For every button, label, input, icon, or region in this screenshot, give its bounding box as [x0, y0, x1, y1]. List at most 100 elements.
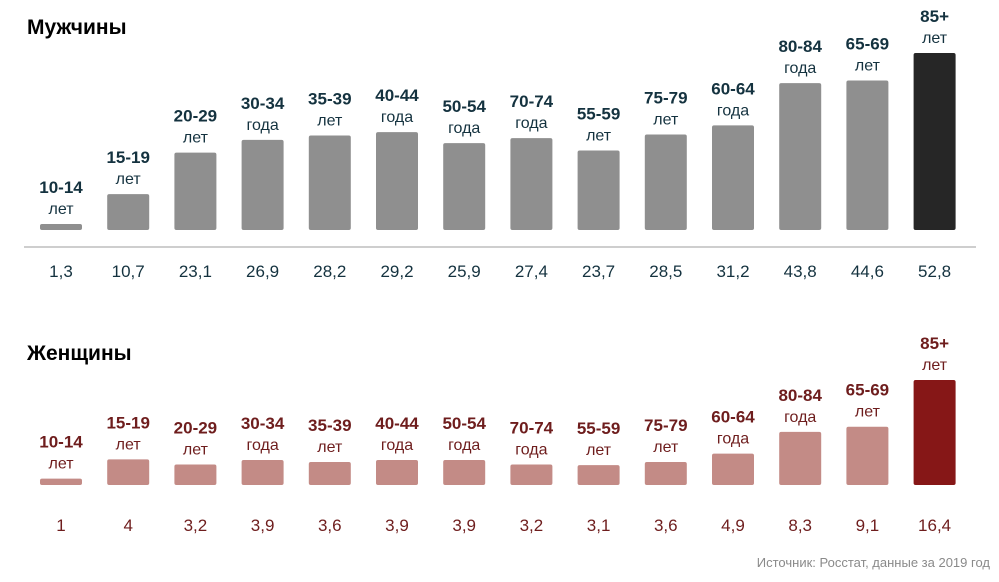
- women-bar: [241, 460, 284, 485]
- men-category-label: 70-74: [510, 92, 554, 111]
- men-category-unit: лет: [653, 111, 679, 128]
- women-category-unit: лет: [116, 436, 142, 453]
- men-bar: [443, 143, 486, 230]
- men-category-unit: лет: [922, 30, 948, 47]
- men-value-label: 29,2: [380, 262, 413, 281]
- men-category-label: 50-54: [442, 97, 486, 116]
- men-bar: [40, 224, 82, 230]
- women-value-label: 3,2: [184, 516, 208, 535]
- men-category-unit: лет: [855, 57, 881, 74]
- women-value-label: 3,9: [251, 516, 275, 535]
- men-category-label: 85+: [920, 7, 949, 26]
- women-value-label: 16,4: [918, 516, 951, 535]
- women-bar: [443, 460, 486, 485]
- men-category-unit: года: [448, 120, 480, 137]
- women-category-unit: года: [246, 437, 278, 454]
- women-bar: [174, 464, 217, 485]
- men-category-unit: лет: [317, 112, 343, 129]
- men-bar: [174, 152, 217, 230]
- men-bar: [577, 150, 620, 230]
- women-value-label: 3,1: [587, 516, 611, 535]
- men-category-unit: лет: [183, 130, 209, 147]
- women-bar: [712, 453, 754, 485]
- source-note: Источник: Росстат, данные за 2019 год: [757, 555, 991, 570]
- men-bar: [712, 125, 754, 230]
- men-bar: [308, 135, 351, 230]
- women-value-label: 3,6: [318, 516, 342, 535]
- women-category-label: 60-64: [711, 408, 755, 427]
- men-category-label: 55-59: [577, 105, 620, 124]
- men-panel-title: Мужчины: [27, 16, 127, 39]
- men-value-label: 52,8: [918, 262, 951, 281]
- women-category-unit: года: [784, 409, 816, 426]
- men-chart: лет 10-14 1,3 лет 15-19 10,7 лет 20-29 23,1 года 3…: [24, 7, 976, 281]
- women-value-label: 3,9: [385, 516, 409, 535]
- men-category-unit: года: [515, 115, 547, 132]
- women-category-label: 20-29: [174, 419, 217, 438]
- women-category-unit: лет: [317, 439, 343, 456]
- women-category-unit: лет: [922, 357, 948, 374]
- men-category-label: 20-29: [174, 107, 217, 126]
- women-value-label: 3,2: [520, 516, 544, 535]
- women-category-unit: лет: [183, 442, 209, 459]
- men-category-label: 60-64: [711, 79, 755, 98]
- women-category-label: 40-44: [375, 414, 419, 433]
- women-bar: [510, 464, 553, 485]
- women-bar: [577, 465, 620, 485]
- men-value-label: 28,5: [649, 262, 682, 281]
- women-bar: [644, 461, 687, 485]
- women-bar: [913, 380, 956, 485]
- women-category-label: 65-69: [846, 381, 889, 400]
- men-category-label: 30-34: [241, 94, 285, 113]
- men-bar: [107, 194, 150, 230]
- women-chart: лет 10-14 1 лет 15-19 4 лет 20-29 3,2 года 30-34 3,…: [39, 334, 956, 535]
- women-value-label: 4,9: [721, 516, 745, 535]
- women-bar: [40, 478, 82, 485]
- men-category-unit: года: [381, 109, 413, 126]
- women-category-unit: лет: [48, 456, 74, 473]
- men-value-label: 28,2: [313, 262, 346, 281]
- men-category-unit: лет: [586, 128, 612, 145]
- women-panel-title: Женщины: [26, 342, 132, 365]
- men-bar: [779, 83, 822, 230]
- men-value-label: 10,7: [112, 262, 145, 281]
- women-value-label: 9,1: [856, 516, 880, 535]
- men-category-unit: лет: [48, 201, 74, 218]
- men-bar: [241, 139, 284, 230]
- men-category-label: 40-44: [375, 86, 419, 105]
- men-category-unit: года: [717, 102, 749, 119]
- women-category-label: 70-74: [510, 419, 554, 438]
- women-bar: [308, 461, 351, 485]
- men-category-label: 10-14: [39, 178, 83, 197]
- men-category-label: 80-84: [778, 37, 822, 56]
- men-category-label: 35-39: [308, 89, 351, 108]
- men-value-label: 23,7: [582, 262, 615, 281]
- women-category-label: 15-19: [106, 413, 149, 432]
- women-value-label: 1: [56, 516, 65, 535]
- women-category-label: 35-39: [308, 416, 351, 435]
- men-bar: [376, 132, 418, 230]
- women-value-label: 8,3: [788, 516, 812, 535]
- women-category-label: 85+: [920, 334, 949, 353]
- women-category-label: 10-14: [39, 433, 83, 452]
- women-category-label: 50-54: [442, 414, 486, 433]
- women-bar: [846, 426, 889, 485]
- women-category-unit: года: [515, 442, 547, 459]
- men-value-label: 1,3: [49, 262, 73, 281]
- women-category-label: 80-84: [778, 386, 822, 405]
- men-value-label: 31,2: [716, 262, 749, 281]
- women-category-label: 55-59: [577, 419, 620, 438]
- men-bar: [510, 138, 553, 230]
- men-bar: [846, 80, 889, 230]
- women-category-unit: года: [448, 437, 480, 454]
- women-category-unit: года: [381, 437, 413, 454]
- women-category-unit: года: [717, 431, 749, 448]
- men-value-label: 23,1: [179, 262, 212, 281]
- men-category-unit: года: [784, 60, 816, 77]
- women-category-unit: лет: [653, 439, 679, 456]
- women-category-unit: лет: [855, 404, 881, 421]
- women-category-label: 75-79: [644, 416, 687, 435]
- men-value-label: 26,9: [246, 262, 279, 281]
- women-category-unit: лет: [586, 442, 612, 459]
